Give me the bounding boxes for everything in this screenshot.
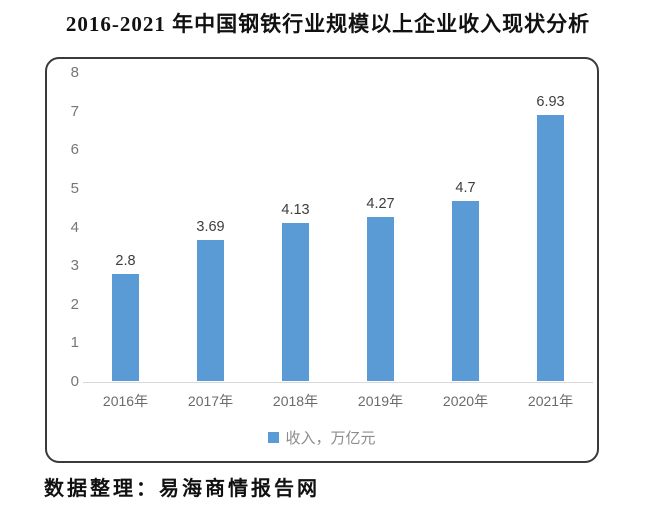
y-tick-label: 3	[70, 257, 79, 275]
y-tick-label: 8	[70, 64, 79, 82]
bar-2019年	[367, 217, 394, 381]
data-label: 4.27	[366, 196, 395, 212]
y-tick-label: 5	[70, 180, 79, 197]
x-tick-label: 2016年	[102, 393, 149, 409]
legend: 收入，万亿元	[47, 427, 597, 448]
x-tick-label: 2017年	[187, 393, 234, 409]
x-tick-label: 2018年	[272, 393, 319, 409]
data-label: 6.93	[536, 94, 565, 110]
y-tick-label: 4	[70, 218, 79, 236]
bar-2016年	[112, 274, 139, 381]
y-tick-label: 1	[70, 334, 79, 352]
legend-swatch	[268, 432, 280, 443]
x-tick-label: 2019年	[357, 393, 404, 409]
source-note: 数据整理：易海商情报告网	[44, 478, 320, 500]
chart-frame: 0 1 2 3 4 5 6 7 8 2.8 2016年 3.69 2017年 4.13 2018年 4.27…	[45, 57, 599, 463]
y-tick-label: 0	[70, 373, 79, 390]
y-tick-label: 6	[70, 141, 79, 159]
bar-2020年	[452, 201, 479, 381]
x-tick-label: 2020年	[442, 393, 489, 409]
data-label: 3.69	[196, 219, 225, 235]
bar-2021年	[537, 115, 564, 381]
legend-label: 收入，万亿元	[285, 430, 376, 447]
bar-2018年	[282, 223, 309, 381]
x-axis-line	[83, 382, 593, 383]
data-label: 4.7	[455, 180, 476, 196]
chart-title: 2016-2021 年中国钢铁行业规模以上企业收入现状分析	[65, 12, 591, 36]
y-tick-label: 7	[70, 102, 79, 120]
y-tick-label: 2	[70, 295, 79, 313]
bar-2017年	[197, 240, 224, 381]
data-label: 2.8	[115, 253, 136, 269]
x-tick-label: 2021年	[527, 393, 574, 409]
data-label: 4.13	[281, 202, 310, 218]
